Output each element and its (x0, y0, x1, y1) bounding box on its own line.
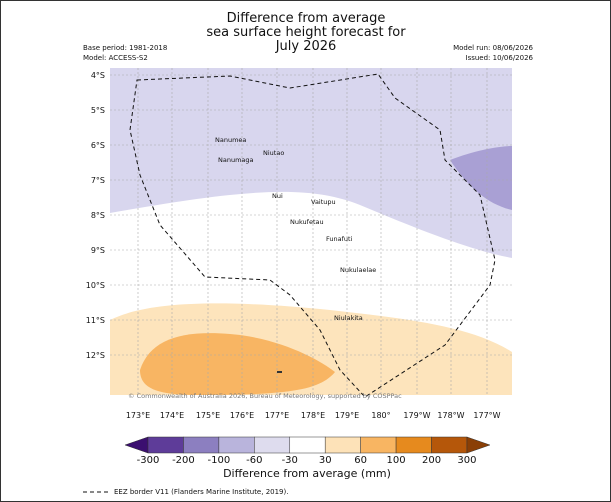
strong-positive-anomaly (140, 333, 335, 395)
colorbar-extend (466, 436, 491, 454)
colorbar-tick: -30 (282, 455, 298, 466)
colorbar-segment (289, 436, 326, 454)
eez-border (129, 73, 496, 398)
colorbar-segment (324, 436, 361, 454)
graticule (110, 68, 512, 395)
title: Difference from average (227, 11, 386, 26)
colorbar-tick: 300 (457, 455, 476, 466)
lon-labels: 173°E 174°E 175°E 176°E 177°E 178°E 179°E 180° 1… (126, 411, 501, 420)
lat-label: 4°S (91, 71, 105, 80)
marker (277, 371, 282, 373)
negative-anomaly (110, 68, 512, 258)
colorbar-label: Difference from average (mm) (223, 467, 391, 480)
colorbar-segment (395, 436, 432, 454)
island-label: Vaitupu (311, 198, 336, 206)
model: Model: ACCESS-S2 (83, 54, 148, 62)
lon-label: 178°W (437, 411, 464, 420)
lat-label: 6°S (91, 141, 105, 150)
base-period: Base period: 1981-2018 (83, 44, 167, 52)
lon-label: 179°W (403, 411, 430, 420)
island-label: Niutao (263, 149, 284, 157)
colorbar-segment (254, 436, 291, 454)
colorbar-tick: 200 (422, 455, 441, 466)
lon-label: 177°E (265, 411, 289, 420)
colorbar-segment (431, 436, 468, 454)
lat-label: 8°S (91, 211, 105, 220)
lon-label: 174°E (160, 411, 184, 420)
island-labels: Nanumea Niutao Nanumaga Nui Vaitupu Nuku… (215, 136, 376, 322)
lon-label: 175°E (196, 411, 220, 420)
colorbar-tick: 60 (354, 455, 367, 466)
title: July 2026 (275, 39, 337, 54)
colorbar-segment (147, 436, 184, 454)
lat-label: 11°S (86, 316, 105, 325)
colorbar-segment (360, 436, 397, 454)
lat-label: 7°S (91, 176, 105, 185)
island-label: Nukufetau (290, 218, 324, 226)
eez-legend: EEZ border V11 (Flanders Marine Institut… (114, 488, 288, 496)
lon-label: 176°E (230, 411, 254, 420)
strong-negative-anomaly (450, 146, 512, 210)
issued: Issued: 10/06/2026 (466, 54, 534, 62)
island-label: Nanumaga (218, 156, 254, 164)
island-label: Funafuti (326, 235, 353, 243)
colorbar-tick: -300 (137, 455, 160, 466)
lat-label: 5°S (91, 106, 105, 115)
lat-label: 12°S (86, 351, 105, 360)
lat-label: 10°S (86, 281, 105, 290)
colorbar-segment (183, 436, 220, 454)
model-run: Model run: 08/06/2026 (453, 44, 533, 52)
lat-label: 9°S (91, 246, 105, 255)
island-label: Nui (272, 192, 283, 200)
lon-label: 178°E (301, 411, 325, 420)
copyright: © Commonwealth of Australia 2026, Bureau… (128, 392, 402, 400)
map (110, 68, 512, 398)
lon-label: 173°E (126, 411, 150, 420)
title: sea surface height forecast for (206, 25, 406, 40)
lat-labels: 4°S 5°S 6°S 7°S 8°S 9°S 10°S 11°S 12°S (86, 71, 105, 360)
colorbar-tick: 100 (387, 455, 406, 466)
colorbar-tick: -60 (246, 455, 262, 466)
island-label: Nukulaelae (340, 266, 376, 274)
colorbar: -300 -200 -100 -60 -30 30 60 100 200 300 (124, 436, 491, 466)
lon-label: 179°E (335, 411, 359, 420)
colorbar-segment (218, 436, 255, 454)
colorbar-tick: 30 (319, 455, 332, 466)
colorbar-tick: -100 (208, 455, 231, 466)
island-label: Nanumea (215, 136, 246, 144)
lon-label: 177°W (473, 411, 500, 420)
colorbar-tick: -200 (172, 455, 195, 466)
lon-label: 180° (371, 411, 390, 420)
island-label: Niulakita (334, 314, 363, 322)
